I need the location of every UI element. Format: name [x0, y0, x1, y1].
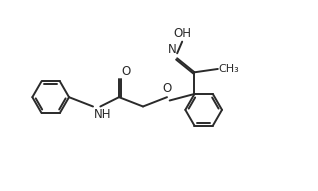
- Text: CH₃: CH₃: [219, 64, 239, 74]
- Text: N: N: [167, 43, 176, 56]
- Text: O: O: [162, 82, 172, 95]
- Text: O: O: [121, 65, 131, 78]
- Text: NH: NH: [94, 108, 112, 121]
- Text: OH: OH: [173, 27, 191, 40]
